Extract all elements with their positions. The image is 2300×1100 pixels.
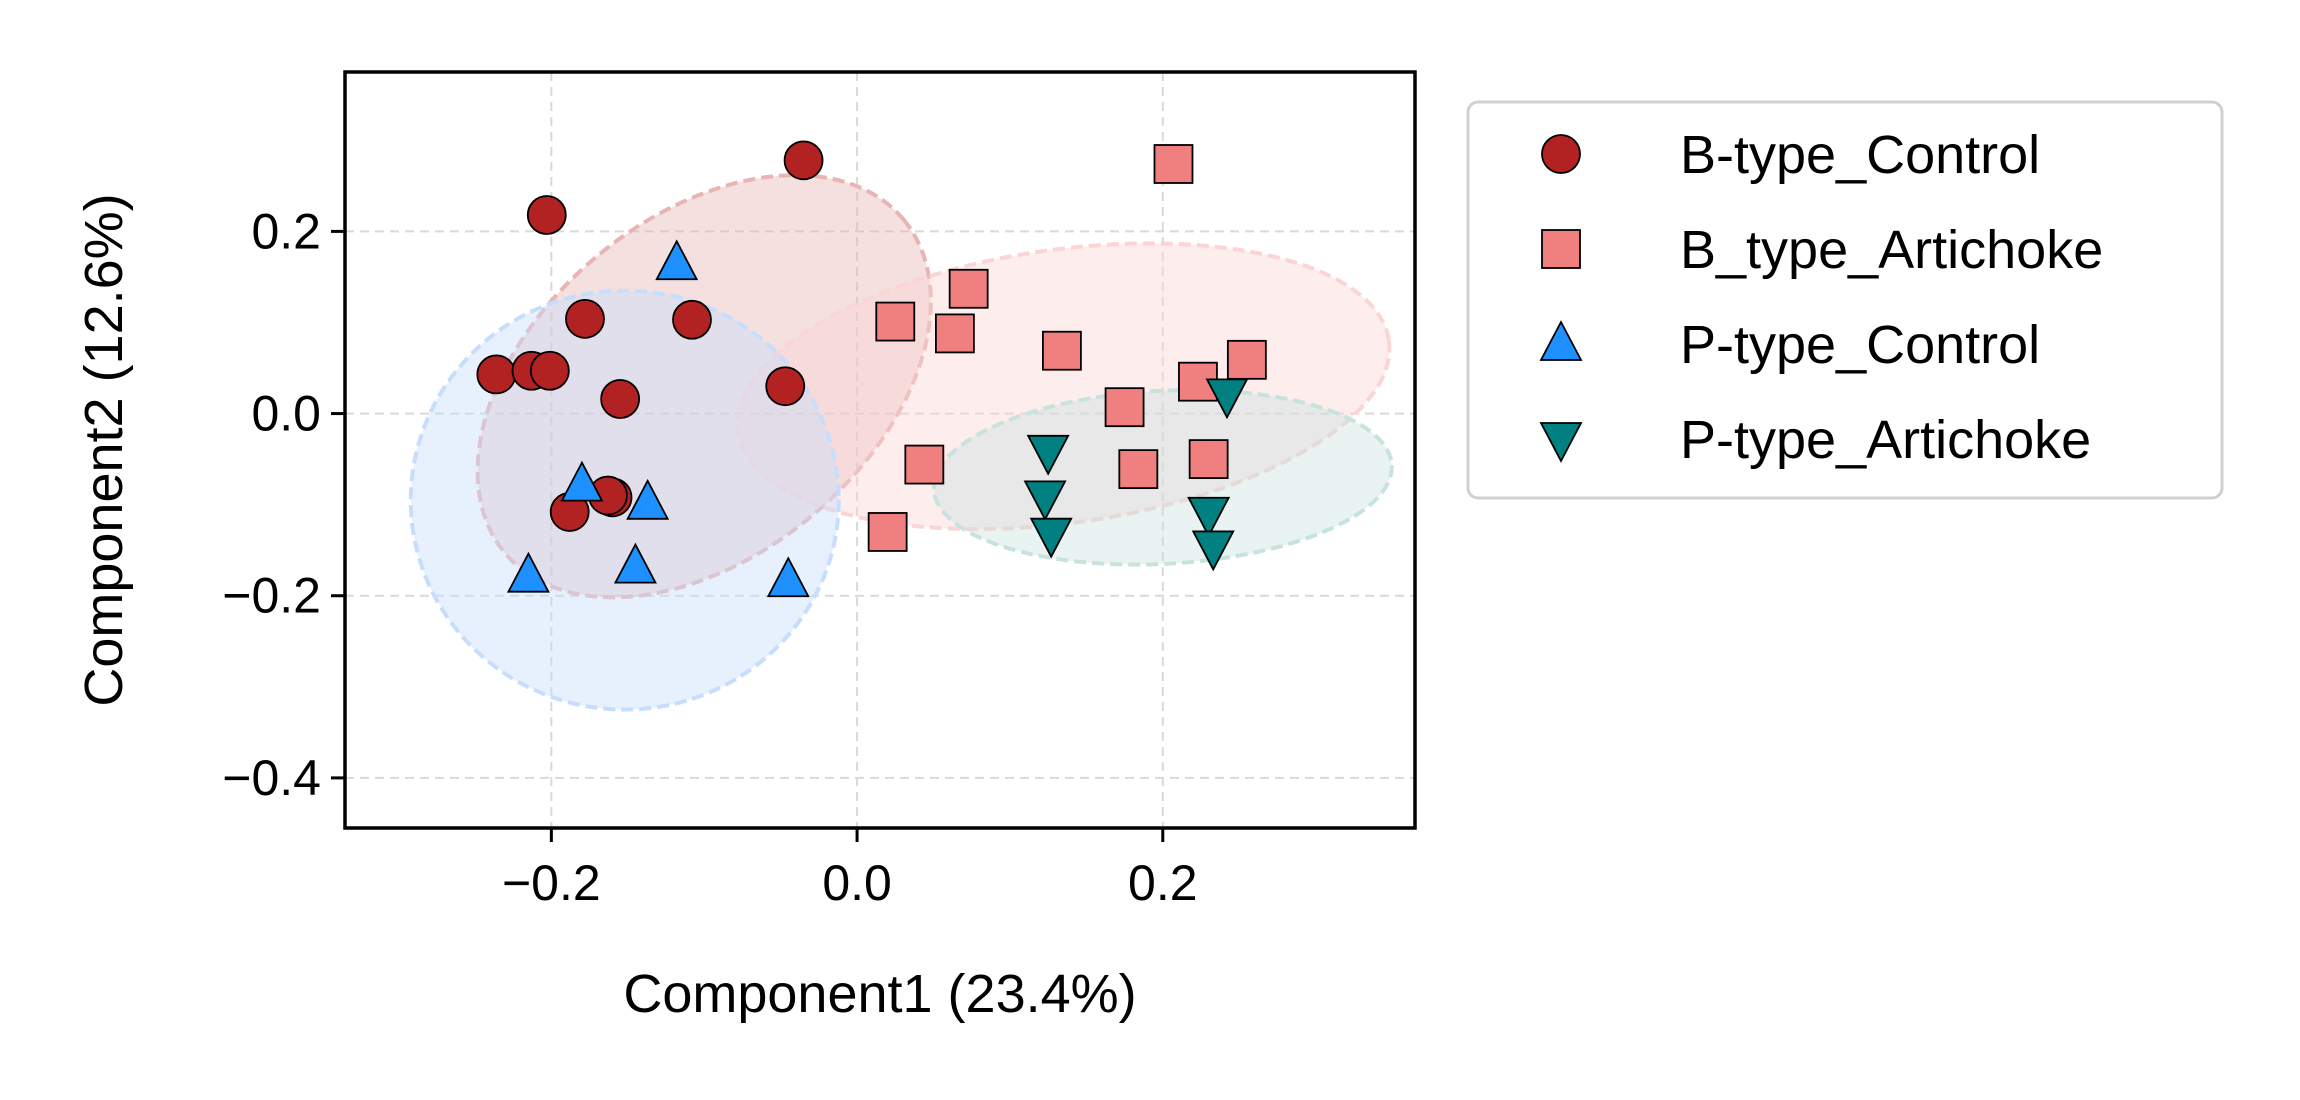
data-point [1188, 439, 1229, 480]
plot-frame [343, 70, 1417, 830]
data-point [529, 350, 570, 391]
data-point [626, 478, 670, 520]
x-tick-label: 0.0 [822, 855, 892, 911]
x-tick-label: −0.2 [502, 855, 601, 911]
data-point [526, 195, 567, 235]
x-tick-label: 0.2 [1128, 855, 1198, 911]
data-point [766, 556, 810, 598]
data-point [565, 298, 605, 339]
data-point [904, 444, 945, 485]
data-point [1118, 449, 1159, 490]
axis-ticks: −0.2 0.0 0.2 −0.4 −0.2 0.0 0.2 [222, 203, 1197, 911]
data-point [783, 140, 824, 181]
legend: B-type_Control B_type_Artichoke P-type_Con… [1466, 100, 2224, 500]
legend-entry-label: B-type_Control [1680, 125, 2040, 185]
data-point [1023, 480, 1067, 522]
grid-lines [345, 72, 1415, 828]
legend-marker [1541, 229, 1581, 269]
data-point [1153, 144, 1194, 184]
legend-marker [1541, 134, 1581, 174]
data-point [1026, 434, 1070, 476]
y-tick-label: 0.0 [251, 386, 321, 442]
data-point [476, 354, 517, 395]
x-axis-label: Component1 (23.4%) [623, 964, 1136, 1024]
y-axis-label: Component2 (12.6%) [74, 193, 134, 706]
data-point [1042, 330, 1082, 371]
confidence-ellipses [408, 173, 1394, 712]
legend-marker [1539, 320, 1583, 361]
data-point [1187, 496, 1231, 538]
data-point [875, 301, 916, 342]
data-point [655, 239, 699, 281]
data-point [1226, 339, 1267, 380]
legend-entry-label: P-type_Artichoke [1680, 410, 2091, 470]
data-point [600, 379, 641, 419]
data-point [672, 299, 712, 340]
data-point [867, 512, 908, 552]
data-point [1029, 517, 1073, 559]
legend-entry-label: P-type_Control [1680, 315, 2040, 375]
legend-box [1466, 100, 2224, 500]
data-point [1104, 387, 1145, 428]
y-tick-label: −0.4 [222, 750, 321, 806]
data-point [1191, 530, 1235, 572]
data-points [476, 140, 1267, 598]
y-tick-label: −0.2 [222, 568, 321, 624]
data-point [1205, 378, 1249, 420]
legend-entry-label: B_type_Artichoke [1680, 220, 2103, 280]
data-point [765, 366, 806, 407]
data-point [613, 542, 657, 584]
legend-marker [1539, 422, 1583, 463]
data-point [948, 268, 989, 309]
y-tick-label: 0.2 [251, 203, 321, 259]
data-point [506, 551, 550, 593]
data-point [560, 460, 604, 502]
data-point [935, 313, 975, 354]
